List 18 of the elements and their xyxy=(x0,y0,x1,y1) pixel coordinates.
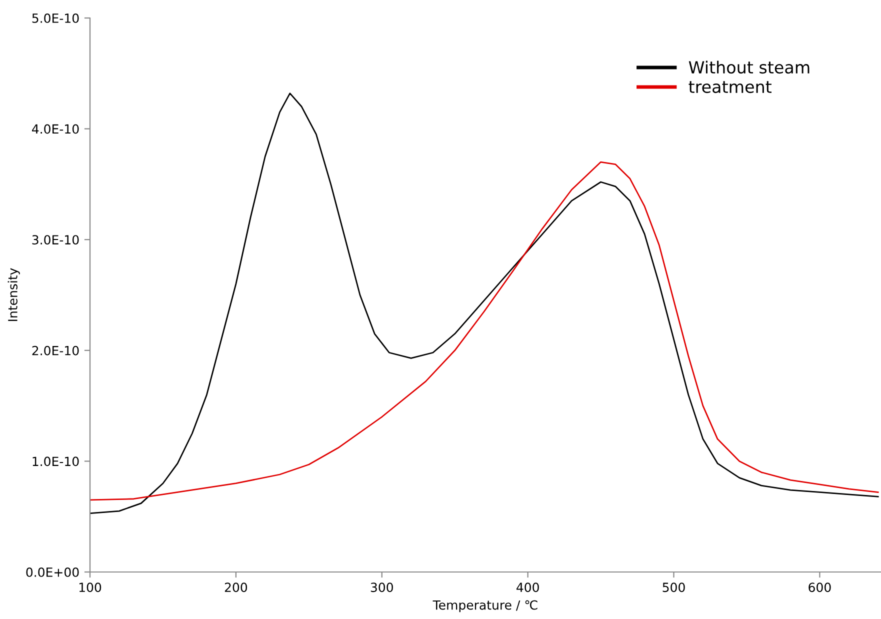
line-series xyxy=(90,92,879,514)
legend-label: Without steam xyxy=(688,60,810,74)
y-tick-label: 4.0E-10 xyxy=(32,124,79,134)
y-tick-label: 0.0E+00 xyxy=(26,567,79,577)
x-tick-label: 100 xyxy=(79,582,102,592)
y-tick-label: 2.0E-10 xyxy=(32,346,79,356)
x-tick-label: 600 xyxy=(808,582,831,592)
line-series xyxy=(90,161,879,501)
x-tick-label: 200 xyxy=(224,582,248,592)
y-tick-label: 1.0E-10 xyxy=(32,456,79,466)
legend-label: treatment xyxy=(688,81,772,94)
y-tick-label: 5.0E-10 xyxy=(32,13,79,23)
x-tick-label: 400 xyxy=(516,582,539,592)
y-tick-label: 3.0E-10 xyxy=(32,235,79,245)
y-axis-title: Intensity xyxy=(8,268,20,321)
x-tick-label: 300 xyxy=(370,582,393,592)
x-tick-label: 500 xyxy=(662,582,685,592)
x-axis-title: Temperature / ℃ xyxy=(432,600,538,612)
